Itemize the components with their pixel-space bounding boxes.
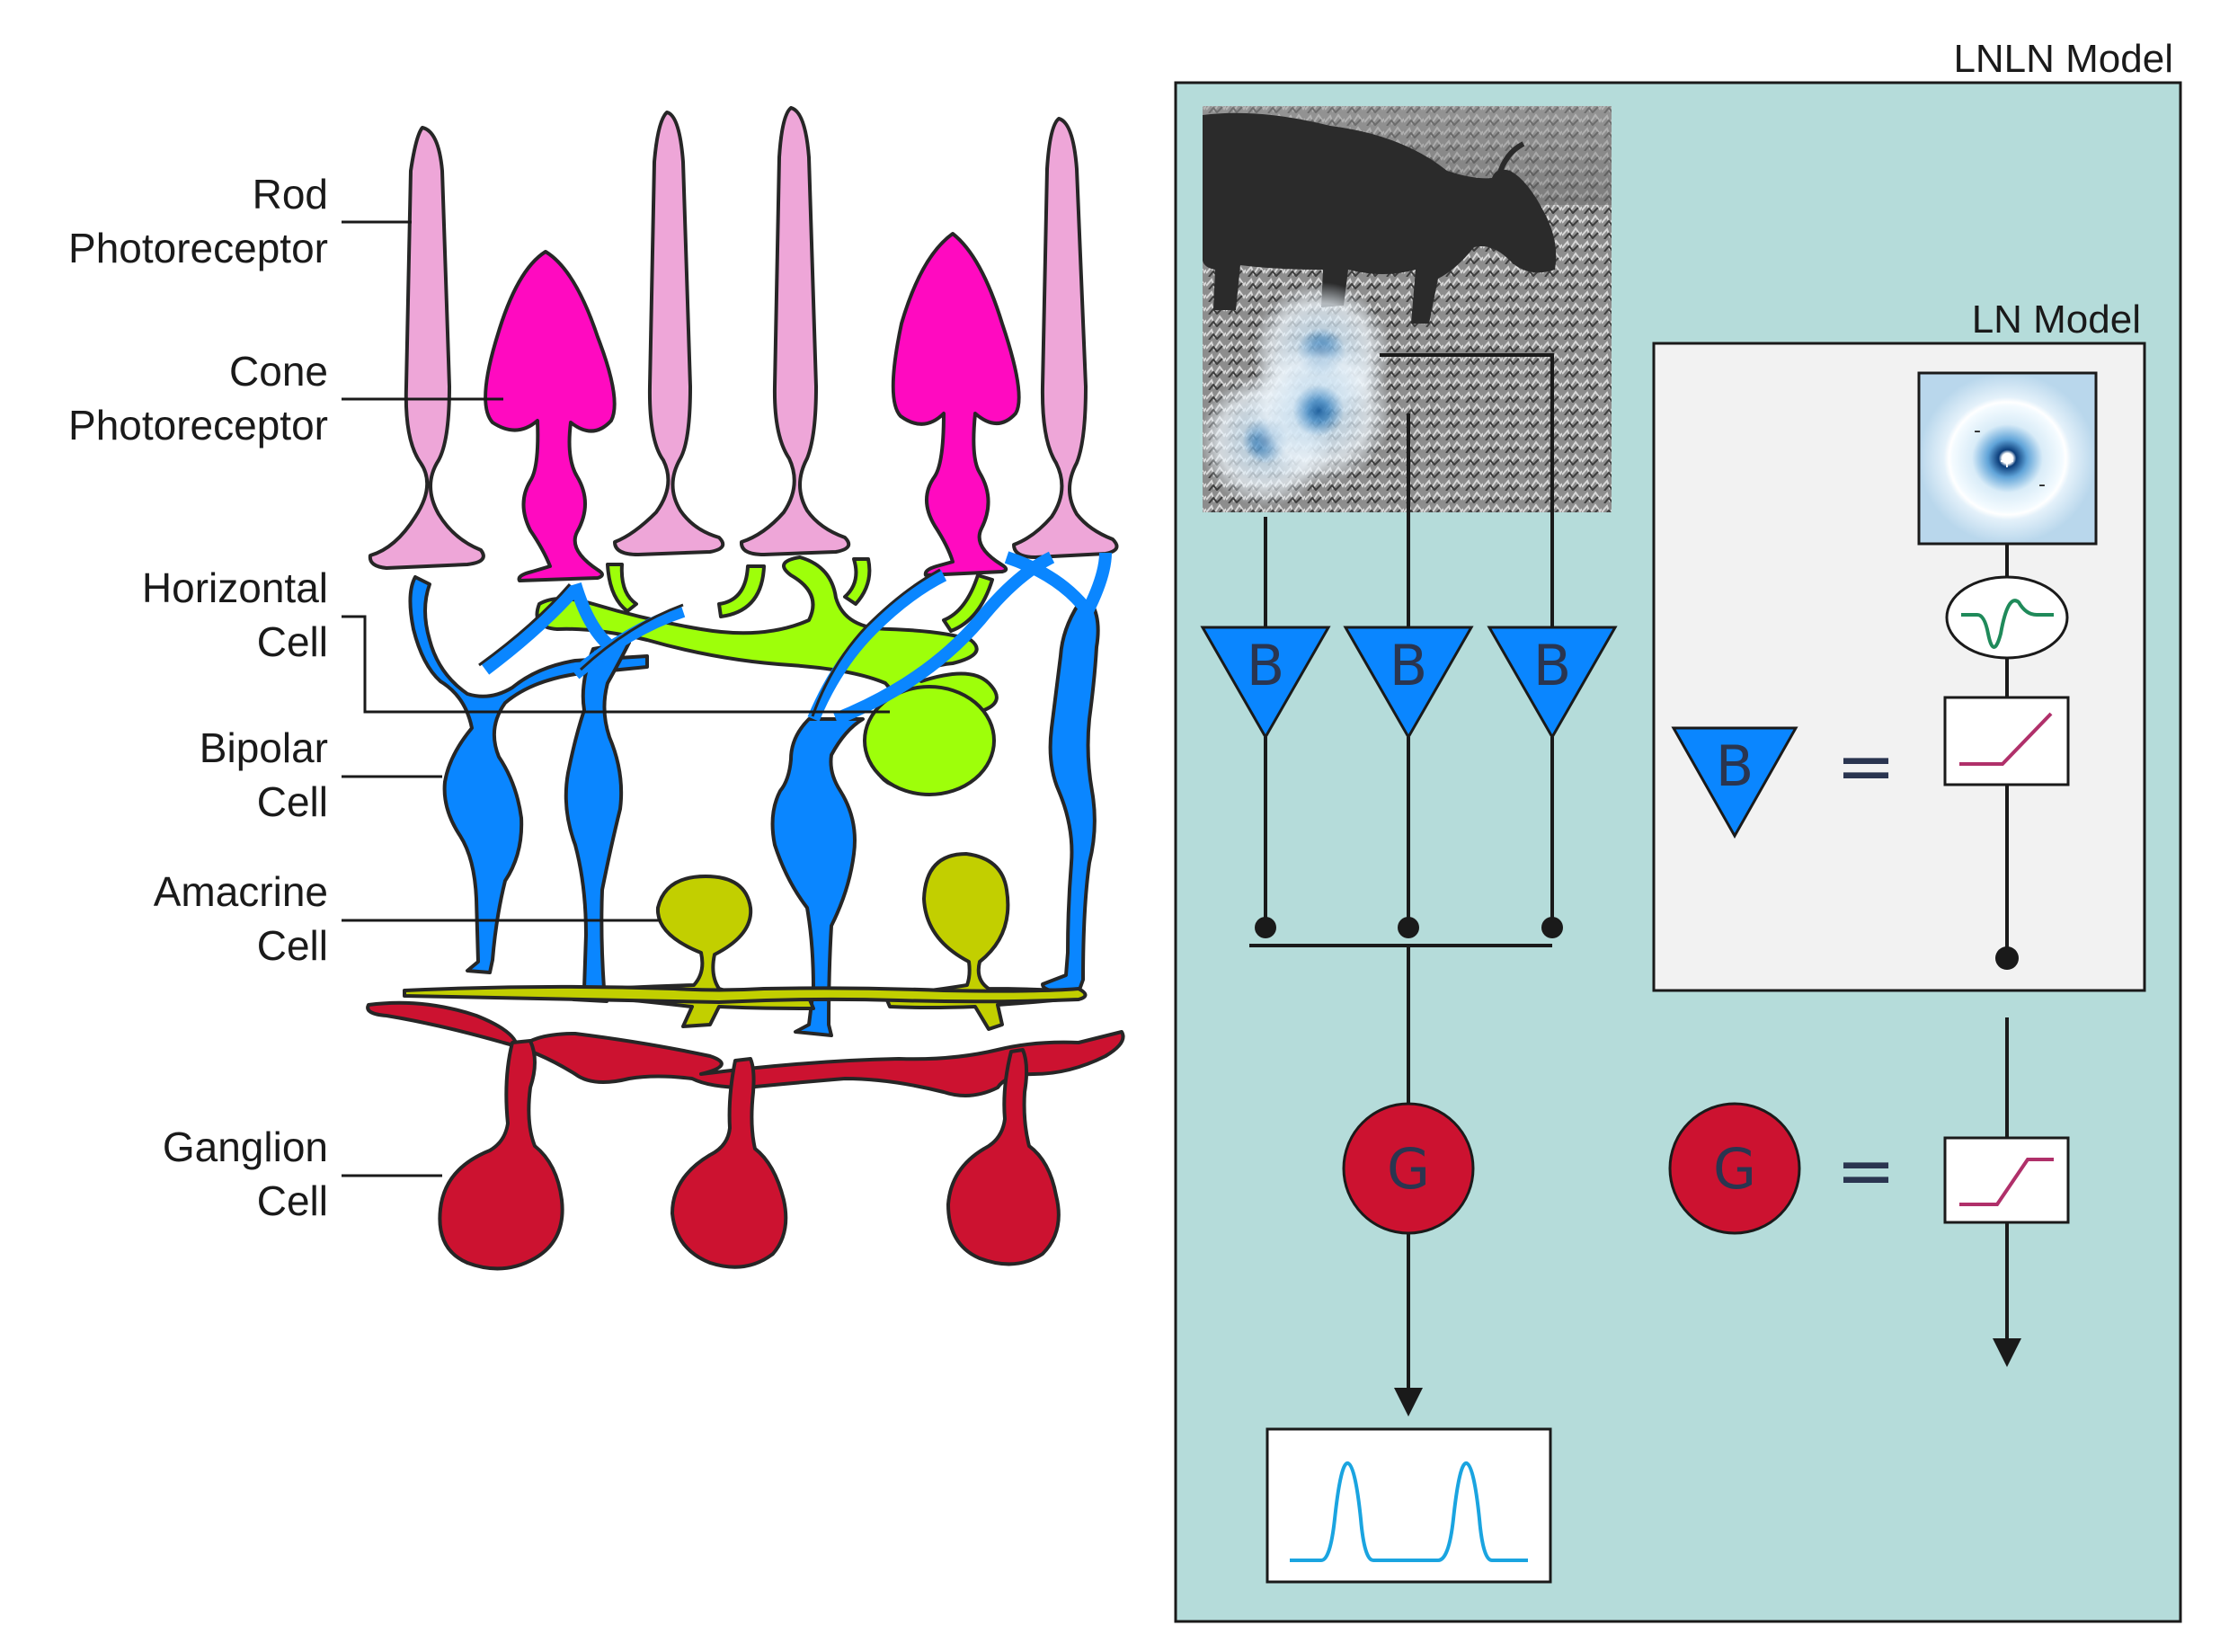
bipolar-unit-3-letter: B [1533,633,1572,698]
bipolar-cell-3 [770,717,865,1037]
bipolar-cell-2 [564,641,631,1003]
label-amacrine: Amacrine [154,868,328,915]
leader-horizontal [342,615,890,714]
label-bipolar: Bipolar [200,724,328,771]
temporal-filter-trace [1961,599,2054,649]
bipolar-dendrites [481,551,1112,725]
ganglion-cell-3 [946,1048,1061,1266]
rod-3 [740,106,851,556]
ganglion-nonlinearity [1943,1136,2070,1224]
ganglion-dendritic-tree [366,1000,1125,1097]
bipolar-unit-2: B [1343,626,1474,741]
ln-ganglion-circle [1668,1102,1801,1235]
horizontal-cell-dendrite-2 [717,564,766,618]
rod-photoreceptors [368,106,1119,570]
bipolar-dendrites-outline [478,568,941,717]
bipolar-cells [408,551,1112,1037]
temporal-filter [1945,575,2069,660]
ln-receptive-field: + - - [1917,371,2098,546]
lnln-model-title: LNLN Model [1953,37,2173,81]
horizontal-cell-dendrite-4 [942,573,994,633]
wire-rf-3 [1380,353,1554,629]
label-horizontal-2: Cell [257,618,328,665]
junction-dot-2 [1398,917,1419,938]
rf-center-plus: + [1999,450,2015,473]
lnln-junction-dots [1255,917,1563,938]
label-rod-2: Photoreceptor [68,225,328,271]
lnln-ganglion-unit: G [1342,1102,1475,1235]
stimulus-image [1199,106,1612,512]
ln-bipolar-triangle [1671,726,1798,839]
amacrine-cell-1 [573,875,815,1028]
label-cone-2: Photoreceptor [68,402,328,449]
horizontal-cell [535,555,999,796]
retina-diagram [366,106,1125,1271]
label-bipolar-2: Cell [257,778,328,825]
bipolar-unit-1-letter: B [1247,633,1285,698]
label-cone: Cone [229,348,328,395]
rf-surround-minus-1: - [1974,420,1981,442]
spike-train-output [1265,1427,1552,1584]
ganglion-cells [366,1000,1125,1271]
bipolar-unit-1: B [1200,626,1331,741]
rod-2 [613,111,725,556]
ganglion-nonlinearity-curve [1959,1158,2054,1206]
bipolar-cell-4 [1041,602,1100,995]
ganglion-cell-1 [438,1039,564,1271]
ln-bipolar-equation: B = [1671,724,1896,839]
ln-model-panel: LN Model + - - B [1652,298,2146,1367]
bipolar-cell-1 [408,575,649,974]
junction-dot-1 [1255,917,1276,938]
rod-4 [1012,117,1119,559]
label-horizontal: Horizontal [142,564,328,611]
amacrine-plexus-band [403,984,1088,1004]
lnln-wiring [1249,353,1554,1417]
cow-silhouette [1203,112,1557,324]
ln-bipolar-letter: B [1716,733,1754,799]
ln-model-title: LN Model [1972,298,2141,342]
label-ganglion-2: Cell [257,1177,328,1224]
ln-ganglion-equation: G = [1668,1102,1896,1235]
retina-labels: Rod Photoreceptor Cone Photoreceptor Hor… [68,171,328,1224]
rf-overlay-3 [1245,337,1392,484]
bipolar-nonlinearity [1943,696,2070,786]
bipolar-unit-3: B [1487,626,1618,741]
rod-1 [368,126,485,570]
cone-1 [484,250,617,582]
ln-bipolar-equals: = [1835,724,1896,808]
lnln-ganglion-letter: G [1387,1136,1430,1202]
bipolar-nonlinearity-curve [1959,712,2053,766]
ganglion-cell-2 [670,1057,788,1269]
horizontal-cell-soma [863,685,996,796]
cone-2 [891,232,1021,577]
ln-output-dot [1995,946,2019,970]
ln-ganglion-letter: G [1713,1136,1756,1202]
horizontal-cell-dendrite-1 [606,563,638,613]
horizontal-cell-dendrite-3 [843,557,872,606]
bipolar-unit-2-letter: B [1390,633,1428,698]
label-ganglion: Ganglion [163,1124,328,1170]
lnln-bipolar-units: B B B [1200,626,1618,741]
spike-train-trace [1290,1461,1528,1562]
label-rod: Rod [253,171,328,218]
cone-photoreceptors [484,232,1021,582]
retina-leader-lines [342,220,890,1177]
cow-horn [1496,141,1525,176]
rf-surround-minus-2: - [2038,474,2046,496]
label-amacrine-2: Cell [257,922,328,969]
amacrine-cells [403,852,1088,1031]
ln-ganglion-equals: = [1835,1129,1896,1212]
junction-dot-3 [1541,917,1563,938]
